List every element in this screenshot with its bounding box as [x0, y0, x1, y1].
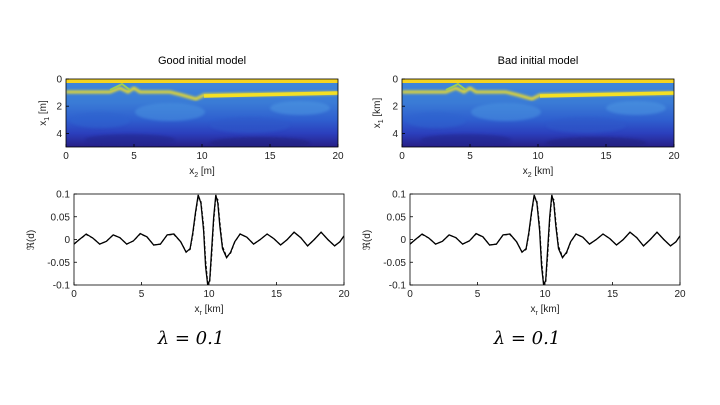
trace-panel-left: 0 5 10 15 20 0.1 0.05 0 -0.05 -0.1 xr [km] ℜ(d) λ… [26, 190, 350, 350]
heatmap-title-good: Good initial model [158, 55, 246, 67]
x-tick-label: 15 [264, 151, 276, 162]
x-tick-label: 20 [338, 289, 350, 300]
y-tick-label: 0.05 [387, 212, 407, 223]
heatmap-image-good [66, 79, 338, 147]
x-tick-label: 5 [139, 289, 145, 300]
x-tick-label: 10 [532, 151, 544, 162]
x-tick-label: 15 [600, 151, 612, 162]
dashed-trace-line [410, 195, 680, 284]
trace-plot-left: 0 5 10 15 20 0.1 0.05 0 -0.05 -0.1 [47, 190, 350, 301]
y-tick-label: -0.1 [53, 281, 71, 292]
trace-panel-right: 0 5 10 15 20 0.1 0.05 0 -0.05 -0.1 xr [km] ℜ(d) λ… [362, 190, 686, 350]
x-tick-label: 5 [475, 289, 481, 300]
x-tick-label: 20 [674, 289, 686, 300]
trace-xlabel-right: xr [km] [530, 304, 559, 317]
heatmap-ylabel-good: x1 [m] [38, 100, 51, 126]
x-tick-label: 5 [467, 151, 473, 162]
caption-lambda-left: λ = 0.1 [157, 328, 225, 349]
x-tick-label: 10 [196, 151, 208, 162]
x-tick-label: 15 [607, 289, 619, 300]
solid-trace-line [74, 194, 344, 285]
solid-trace-line [410, 194, 680, 285]
heatmap-title-bad: Bad initial model [498, 55, 579, 67]
y-tick-label: -0.1 [389, 281, 407, 292]
x-tick-label: 20 [332, 151, 344, 162]
x-tick-label: 10 [203, 289, 215, 300]
y-tick-label: 0 [392, 75, 398, 86]
y-tick-label: 0 [400, 235, 406, 246]
x-tick-label: 15 [271, 289, 283, 300]
y-tick-label: 2 [56, 102, 62, 113]
y-tick-label: 0.1 [56, 190, 70, 201]
heatmap-ylabel-bad: x1 [km] [372, 97, 385, 128]
x-tick-label: 5 [131, 151, 137, 162]
y-tick-label: -0.05 [47, 258, 70, 269]
heatmap-image-bad [402, 79, 674, 147]
heatmap-xlabel-good: x2 [m] [189, 166, 215, 179]
x-tick-label: 0 [407, 289, 413, 300]
y-tick-label: 4 [56, 129, 62, 140]
heatmap-panel-good: Good initial model 0 5 10 15 20 0 2 4 x2 [m] [38, 55, 344, 179]
y-tick-label: 4 [392, 129, 398, 140]
y-tick-label: -0.05 [383, 258, 406, 269]
dashed-trace-line [74, 195, 344, 284]
y-tick-label: 2 [392, 102, 398, 113]
heatmap-axes-good: 0 5 10 15 20 0 2 4 [56, 75, 344, 163]
y-tick-label: 0 [56, 75, 62, 86]
trace-xlabel-left: xr [km] [194, 304, 223, 317]
x-tick-label: 0 [399, 151, 405, 162]
trace-ylabel-right: ℜ(d) [362, 230, 373, 250]
trace-plot-right: 0 5 10 15 20 0.1 0.05 0 -0.05 -0.1 [383, 190, 686, 301]
y-tick-label: 0 [64, 235, 70, 246]
x-tick-label: 10 [539, 289, 551, 300]
y-tick-label: 0.1 [392, 190, 406, 201]
x-tick-label: 0 [71, 289, 77, 300]
x-tick-label: 0 [63, 151, 69, 162]
y-tick-label: 0.05 [51, 212, 71, 223]
heatmap-panel-bad: Bad initial model 0 5 10 15 20 0 2 4 x2 [km] [372, 55, 680, 179]
heatmap-axes-bad: 0 5 10 15 20 0 2 4 [392, 75, 680, 163]
x-tick-label: 20 [668, 151, 680, 162]
caption-lambda-right: λ = 0.1 [493, 328, 561, 349]
trace-ylabel-left: ℜ(d) [26, 230, 37, 250]
heatmap-xlabel-bad: x2 [km] [523, 166, 554, 179]
